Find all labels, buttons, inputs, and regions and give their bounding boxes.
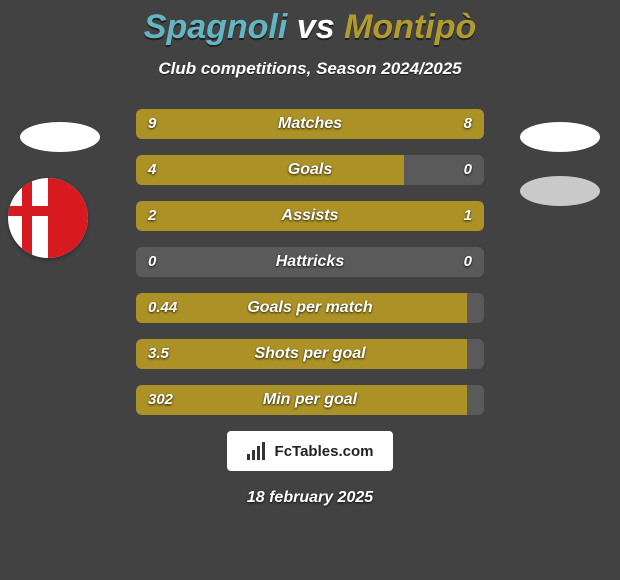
- stat-row: 0.44Goals per match: [136, 293, 484, 323]
- stat-value-right: 0: [464, 247, 472, 277]
- page-title: Spagnoli vs Montipò: [0, 0, 620, 47]
- stat-row: 0Hattricks0: [136, 247, 484, 277]
- right-badge-top: [520, 122, 600, 152]
- stat-row: 4Goals0: [136, 155, 484, 185]
- stat-value-right: 1: [464, 201, 472, 231]
- stat-row: 9Matches8: [136, 109, 484, 139]
- stat-label: Hattricks: [136, 247, 484, 277]
- stat-row: 302Min per goal: [136, 385, 484, 415]
- branding-box[interactable]: FcTables.com: [227, 431, 393, 471]
- right-badge-bottom: [520, 176, 600, 206]
- stat-label: Min per goal: [136, 385, 484, 415]
- chart-icon: [247, 442, 269, 460]
- player-left-name: Spagnoli: [144, 8, 288, 46]
- branding-text: FcTables.com: [275, 443, 374, 460]
- stat-label: Goals: [136, 155, 484, 185]
- stat-label: Shots per goal: [136, 339, 484, 369]
- stat-label: Matches: [136, 109, 484, 139]
- comparison-card: Spagnoli vs Montipò Club competitions, S…: [0, 0, 620, 580]
- stat-value-right: 8: [464, 109, 472, 139]
- club-logo: [8, 178, 88, 258]
- date-text: 18 february 2025: [0, 489, 620, 507]
- stat-row: 3.5Shots per goal: [136, 339, 484, 369]
- stat-label: Assists: [136, 201, 484, 231]
- stat-bars: 9Matches84Goals02Assists10Hattricks00.44…: [136, 109, 484, 415]
- player-right-name: Montipò: [344, 8, 476, 46]
- vs-text: vs: [297, 8, 335, 46]
- stat-row: 2Assists1: [136, 201, 484, 231]
- subtitle: Club competitions, Season 2024/2025: [0, 59, 620, 79]
- left-badge-top: [20, 122, 100, 152]
- stat-label: Goals per match: [136, 293, 484, 323]
- stat-value-right: 0: [464, 155, 472, 185]
